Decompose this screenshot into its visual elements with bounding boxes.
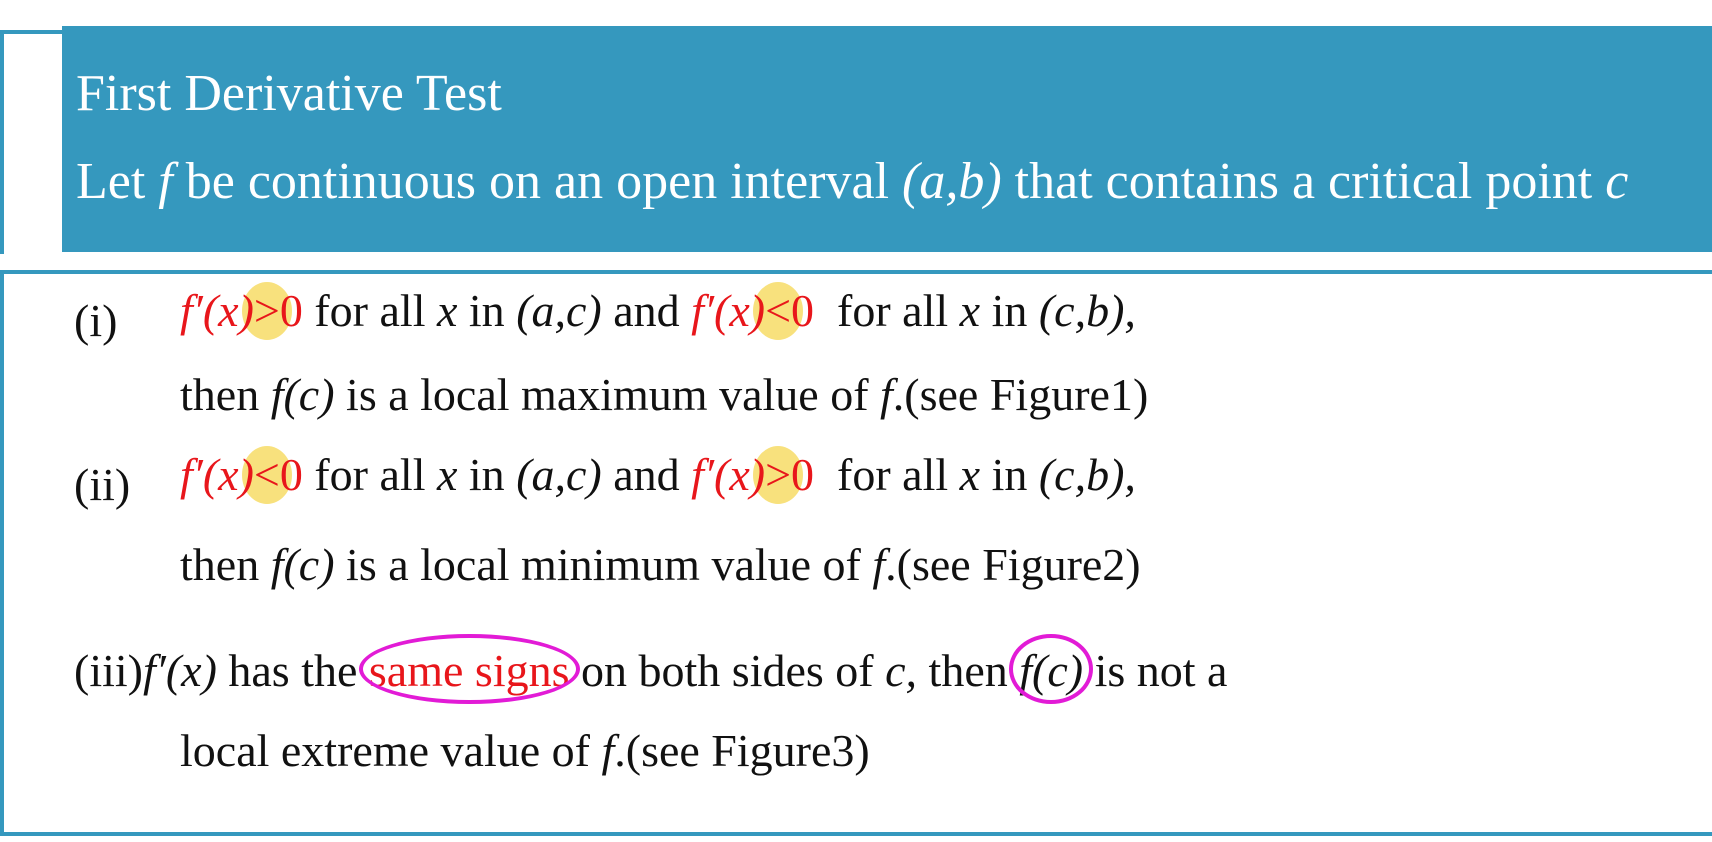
item-ii-and: and <box>613 449 680 500</box>
item-i-zero1: 0 <box>279 285 303 336</box>
item-i-fc: f(c) <box>270 369 335 420</box>
theorem-statement: Let f be continuous on an open interval … <box>76 156 1628 208</box>
item-ii-forall2: for all <box>837 449 949 500</box>
item-i-int1: (a,c) <box>516 285 602 336</box>
item-i-see: .(see Figure1) <box>892 369 1149 420</box>
item-iii-see: .(see Figure3) <box>614 725 870 776</box>
item-iii-is-not-a: is not a <box>1094 645 1228 696</box>
item-iii-f: f <box>601 725 615 776</box>
item-iii-line2: local extreme value of f.(see Figure3) <box>180 728 870 774</box>
item-i-forall2: for all <box>837 285 949 336</box>
item-ii-in2: in <box>991 449 1028 500</box>
item-i-f: f <box>880 369 893 420</box>
item-ii-deriv1: f′(x) <box>180 449 254 500</box>
item-i-rel2: < <box>765 285 792 336</box>
item-ii-x1: x <box>436 449 458 500</box>
theorem-title: First Derivative Test <box>76 65 502 122</box>
item-ii-f: f <box>872 539 886 590</box>
statement-interval: (a,b) <box>902 153 1002 210</box>
item-i-deriv2: f′(x) <box>691 285 766 336</box>
theorem-header: First Derivative Test Let f be continuou… <box>62 26 1712 252</box>
item-i-forall1: for all <box>314 285 426 336</box>
item-i-line1: f′(x)>0 for all x in (a,c) and f′(x)<0 f… <box>180 288 1136 334</box>
statement-let: Let <box>76 153 146 210</box>
item-i-label: (i) <box>74 295 118 346</box>
item-i-rel1: > <box>253 285 280 336</box>
item-ii-label: (ii) <box>74 459 131 510</box>
item-ii-rel1: < <box>253 449 280 500</box>
item-ii-zero1: 0 <box>279 449 303 500</box>
item-i-line2: then f(c) is a local maximum value of f.… <box>180 372 1148 418</box>
statement-f: f <box>158 153 173 210</box>
item-i-in2: in <box>991 285 1028 336</box>
item-iii-has-the: has the <box>228 645 358 696</box>
item-ii-int1: (a,c) <box>516 449 602 500</box>
item-i-and: and <box>613 285 680 336</box>
item-i-conclusion: is a local maximum value of <box>346 369 869 420</box>
item-ii-then: then <box>180 539 260 590</box>
item-iii-line1: (iii)f′(x) has the same signs on both si… <box>74 634 1228 704</box>
item-iii-fc: f(c) <box>1009 634 1093 704</box>
item-ii-in1: in <box>468 449 505 500</box>
item-iii-label: (iii) <box>74 645 143 696</box>
item-ii-x2: x <box>959 449 981 500</box>
item-ii-rel2: > <box>765 449 792 500</box>
theorem-body: (i) f′(x)>0 for all x in (a,c) and f′(x)… <box>0 270 1712 836</box>
item-iii-same-signs: same signs <box>358 634 580 704</box>
item-i-int2: (c,b), <box>1038 285 1136 336</box>
item-ii-see: .(see Figure2) <box>885 539 1141 590</box>
item-i-x1: x <box>436 285 458 336</box>
item-ii-forall1: for all <box>314 449 426 500</box>
item-i-deriv1: f′(x) <box>180 285 254 336</box>
item-ii-conclusion: is a local minimum value of <box>346 539 861 590</box>
item-iii-then: then <box>928 645 1008 696</box>
item-iii-deriv: f′(x) <box>142 645 217 696</box>
item-ii-line2: then f(c) is a local minimum value of f.… <box>180 542 1141 588</box>
item-i-in1: in <box>468 285 505 336</box>
statement-mid: be continuous on an open interval <box>185 153 890 210</box>
item-ii-deriv2: f′(x) <box>691 449 766 500</box>
header-left-tab <box>0 30 62 254</box>
item-ii-fc: f(c) <box>270 539 335 590</box>
item-iii-both-sides: on both sides of <box>581 645 874 696</box>
item-i-x2: x <box>959 285 981 336</box>
item-ii-line1: f′(x)<0 for all x in (a,c) and f′(x)>0 f… <box>180 452 1136 498</box>
item-ii-int2: (c,b), <box>1038 449 1136 500</box>
statement-end: that contains a critical point <box>1014 153 1593 210</box>
item-iii-c: c, <box>885 645 918 696</box>
item-iii-line2-text: local extreme value of <box>180 725 590 776</box>
item-i-then: then <box>180 369 260 420</box>
statement-c: c <box>1605 153 1629 210</box>
item-ii-zero2: 0 <box>791 449 815 500</box>
item-i-zero2: 0 <box>791 285 815 336</box>
